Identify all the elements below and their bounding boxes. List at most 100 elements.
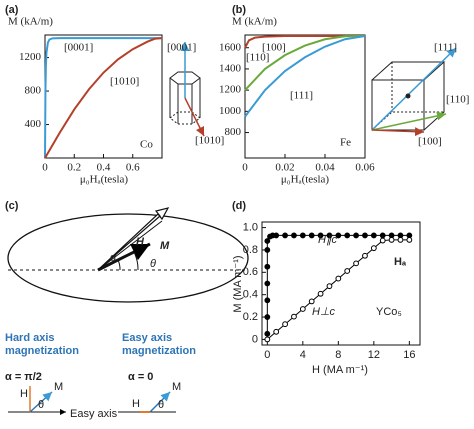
series-line	[244, 35, 365, 49]
x-axis-label: μ₀Hₐ(tesla)	[80, 174, 129, 186]
panel-label: (b)	[232, 4, 246, 16]
x-tick-label: 12	[368, 349, 380, 361]
diagram-label: θ	[150, 258, 156, 270]
x-tick-label: 0	[264, 349, 270, 361]
data-point	[264, 263, 271, 270]
x-tick-label: 0.04	[315, 162, 335, 174]
data-point	[362, 252, 368, 259]
plot-frame	[244, 34, 366, 159]
hard-title: magnetization	[5, 345, 79, 357]
small-label: H	[20, 388, 28, 400]
data-point	[299, 232, 306, 239]
data-point	[264, 297, 271, 304]
inset-label: [100]	[418, 136, 442, 148]
easy-title: magnetization	[122, 345, 196, 357]
data-point	[335, 232, 342, 239]
data-point	[344, 232, 351, 239]
data-point	[353, 260, 359, 267]
data-point	[335, 275, 342, 282]
y-axis-label: M (kA/m)	[232, 16, 277, 28]
y-tick-label: 0.2	[243, 311, 258, 323]
data-point	[317, 232, 324, 239]
data-point	[344, 268, 351, 274]
y-tick-label: 1400	[219, 62, 242, 74]
data-point	[370, 232, 377, 239]
y-axis-label: M (kA/m)	[8, 16, 53, 28]
series-line	[266, 234, 410, 334]
y-tick-label: 0	[252, 333, 258, 345]
series-line	[244, 35, 366, 91]
diagram-label: M	[160, 240, 170, 252]
y-tick-label: 1000	[219, 105, 242, 117]
series-line	[44, 37, 162, 159]
data-point	[379, 232, 386, 239]
data-point	[397, 236, 404, 243]
annotation: Fe	[340, 137, 351, 149]
series-label: H⊥c	[312, 306, 336, 318]
x-tick-label: 0	[42, 162, 48, 174]
y-tick-label: 1200	[19, 51, 42, 63]
data-point	[362, 232, 368, 239]
data-point	[291, 313, 297, 320]
series-line	[44, 37, 163, 159]
data-point	[370, 245, 377, 252]
data-point	[291, 232, 297, 239]
y-tick-label: 400	[25, 118, 42, 130]
data-point	[264, 336, 271, 343]
small-label: Easy axis	[70, 408, 118, 420]
data-point	[353, 232, 359, 239]
data-point	[317, 290, 324, 297]
x-axis-label: μ₀Hₐ(tesla)	[281, 174, 330, 186]
plot-frame	[261, 221, 421, 346]
data-point	[406, 236, 413, 243]
small-diagram	[8, 386, 176, 415]
small-label: M	[172, 381, 181, 393]
annotation: YCo₅	[376, 306, 402, 318]
easy-alpha: α = 0	[128, 371, 153, 383]
x-tick-label: 0.06	[355, 162, 375, 174]
panel-label: (c)	[5, 200, 19, 212]
data-point	[326, 232, 333, 239]
data-point	[299, 306, 306, 312]
small-label: M	[54, 381, 63, 393]
hard-title: Hard axis	[5, 332, 55, 344]
series-label: [110]	[246, 52, 269, 64]
y-tick-label: 800	[25, 85, 42, 97]
data-point	[273, 328, 280, 335]
x-tick-label: 0.2	[67, 162, 81, 174]
data-point	[264, 238, 271, 244]
panel-label: (d)	[232, 200, 246, 212]
cube	[371, 47, 457, 137]
series-label: [1010]	[110, 76, 139, 88]
data-point	[264, 280, 271, 287]
series-line	[267, 239, 410, 340]
data-point	[379, 237, 386, 244]
annotation: Co	[140, 139, 153, 151]
y-tick-label: 0.4	[243, 289, 258, 301]
series-label: [100]	[262, 42, 286, 54]
hex-prism	[169, 42, 205, 137]
data-point	[388, 236, 395, 243]
data-point	[273, 232, 280, 239]
inset-label: [1010]	[195, 135, 224, 147]
inset-label: [111]	[434, 42, 457, 54]
series-label: [0001]	[64, 42, 93, 54]
x-tick-label: 0.02	[275, 162, 294, 174]
data-point	[308, 232, 315, 239]
x-tick-label: 0.6	[126, 162, 140, 174]
y-tick-label: 1200	[219, 84, 242, 96]
inset-label: [0001]	[167, 42, 196, 54]
data-point	[264, 247, 271, 253]
x-tick-label: 0.4	[97, 162, 111, 174]
x-tick-label: 16	[403, 349, 415, 361]
easy-title: Easy axis	[122, 332, 172, 344]
y-tick-label: 0.8	[243, 244, 258, 256]
data-point	[264, 330, 271, 337]
y-axis-label: M (MA m⁻¹)	[232, 255, 244, 312]
hard-alpha: α = π/2	[5, 371, 42, 383]
x-axis-label: H (MA m⁻¹)	[312, 364, 368, 376]
y-tick-label: 1.0	[243, 221, 258, 233]
x-tick-label: 8	[335, 349, 341, 361]
data-point	[326, 283, 333, 290]
